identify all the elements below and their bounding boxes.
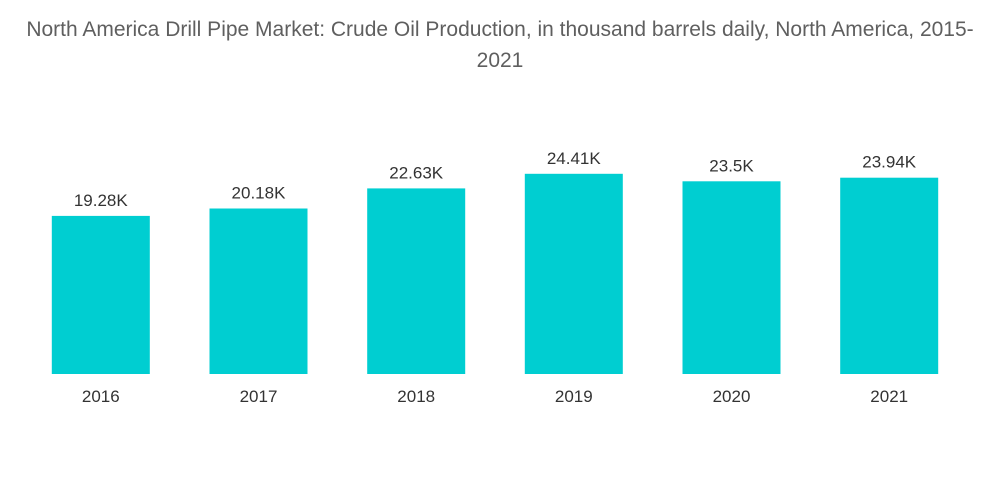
bar-2021: [840, 177, 939, 374]
bar-value-label-2017: 20.18K: [232, 184, 287, 203]
bar-2016: [51, 215, 150, 374]
bar-value-label-2016: 19.28K: [74, 191, 129, 210]
x-tick-label-2016: 2016: [82, 387, 120, 406]
chart-title: North America Drill Pipe Market: Crude O…: [26, 18, 974, 72]
bar-value-label-2021: 23.94K: [862, 153, 917, 172]
bar-value-label-2020: 23.5K: [709, 156, 754, 175]
x-tick-label-2021: 2021: [870, 387, 908, 406]
bar-2019: [524, 173, 623, 374]
x-tick-label-2019: 2019: [555, 387, 593, 406]
bar-value-label-2019: 24.41K: [547, 149, 602, 168]
bar-2018: [367, 188, 466, 374]
x-tick-label-2018: 2018: [397, 387, 435, 406]
x-axis-ticks-group: 2016 2017 2018 2019 2020 2021: [82, 387, 908, 406]
bars-group: [51, 173, 939, 374]
bar-value-label-2018: 22.63K: [389, 163, 444, 182]
x-tick-label-2017: 2017: [240, 387, 278, 406]
bar-2017: [209, 208, 308, 374]
x-tick-label-2020: 2020: [713, 387, 751, 406]
value-labels-group: 19.28K 20.18K 22.63K 24.41K 23.5K 23.94K: [74, 149, 917, 210]
bar-2020: [682, 181, 781, 374]
